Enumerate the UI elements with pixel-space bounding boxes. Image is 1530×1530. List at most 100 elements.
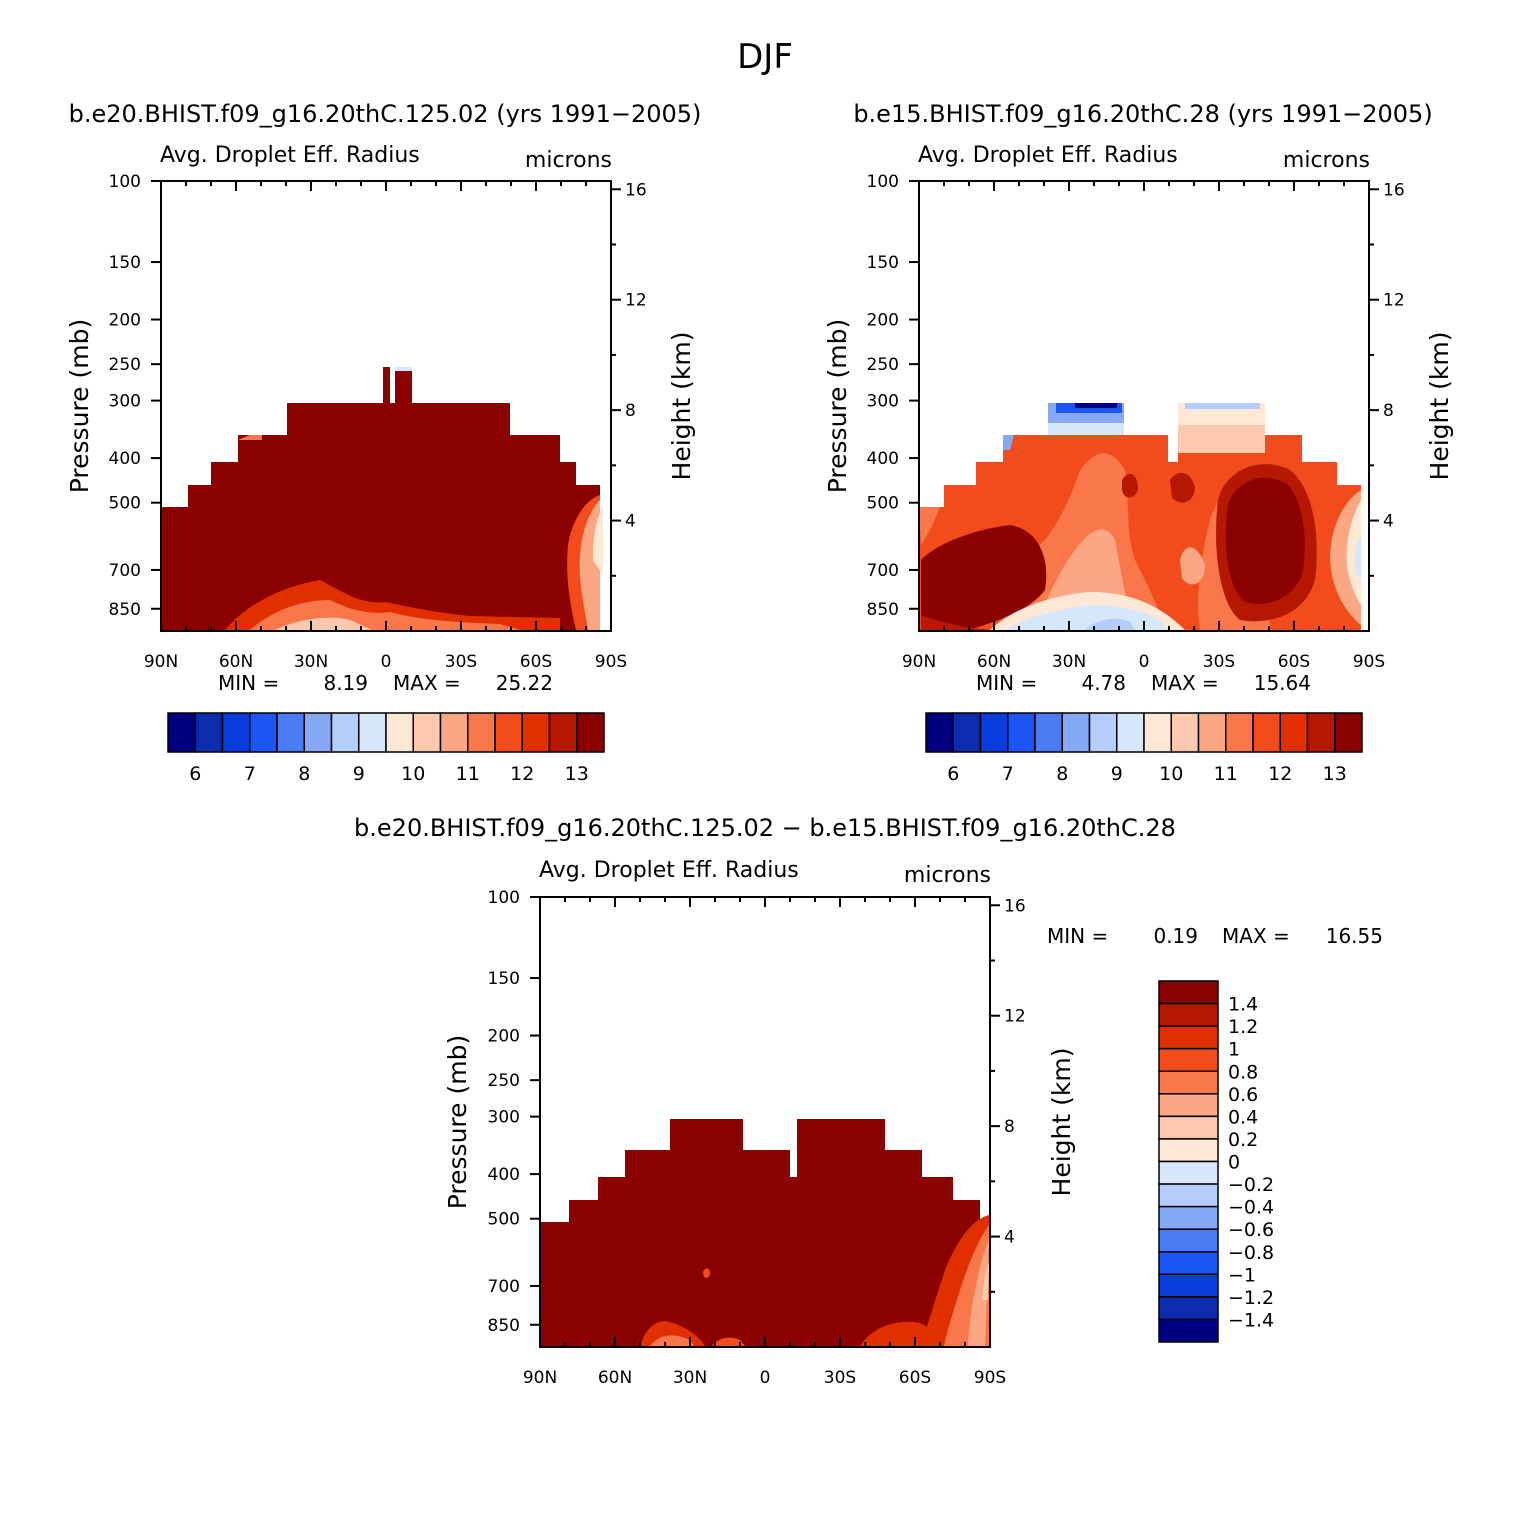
p1-colorbar-swatch <box>385 712 414 753</box>
panel-1: b.e20.BHIST.f09_g16.20thC.125.02 (yrs 19… <box>65 100 701 785</box>
panel-3-max-value: 16.55 <box>1326 924 1383 948</box>
panel-3-y-right-axis: 16 12 8 4 <box>990 896 1026 1293</box>
p3-colorbar-swatch <box>1158 1025 1219 1050</box>
panel-2-colorbar: 6 7 8 9 10 11 12 13 <box>925 712 1363 785</box>
p2-y-tick-label: 850 <box>867 600 899 620</box>
p3-y-tick-label: 100 <box>488 888 520 908</box>
panel-2-field <box>919 403 1361 630</box>
panel-1-max-value: 25.22 <box>496 671 553 695</box>
panel-1-x-axis: 90N 60N 30N 0 30S 60S 90S <box>144 181 627 672</box>
panel-2-field-top-blue-4 <box>1075 403 1117 408</box>
p2-colorbar-swatch <box>1061 712 1091 753</box>
p1-y-tick-label: 400 <box>109 449 141 469</box>
panel-2-field-blob-sh-core <box>1225 477 1305 604</box>
panel-2-field-bottom-blue2 <box>1085 618 1135 630</box>
p2-colorbar-swatch <box>1306 712 1336 753</box>
panel-3-ylabel-right: Height (km) <box>1047 1048 1076 1197</box>
p1-colorbar-label: 8 <box>298 763 310 785</box>
p1-y-tick-label: 250 <box>109 355 141 375</box>
panel-3-variable: Avg. Droplet Eff. Radius <box>539 858 799 883</box>
p3-y-tick-label: 300 <box>488 1108 520 1128</box>
p2-y-tick-label: 400 <box>867 449 899 469</box>
panel-2-ylabel-right: Height (km) <box>1425 332 1454 481</box>
p3-x-tick-label: 60N <box>598 1368 632 1388</box>
p2-colorbar-swatch <box>1334 712 1363 753</box>
p2-x-tick-label: 90S <box>1353 652 1385 672</box>
p1-y-tick-label: 200 <box>109 311 141 331</box>
p3-colorbar-swatch <box>1158 1183 1219 1208</box>
p3-x-tick-label: 0 <box>760 1368 771 1388</box>
p2-colorbar-label: 9 <box>1111 763 1123 785</box>
figure-title: DJF <box>737 37 793 77</box>
p2-colorbar-label: 13 <box>1323 763 1347 785</box>
panel-2-field-southedge-3 <box>1355 535 1361 580</box>
panel-2-x-axis: 90N 60N 30N 0 30S 60S 90S <box>902 181 1385 672</box>
panel-2-field-blob-nh <box>921 525 1047 630</box>
panel-2-units: microns <box>1283 148 1370 173</box>
panel-1-field-core <box>161 367 600 630</box>
p3-x-tick-label: 60S <box>899 1368 931 1388</box>
p1-colorbar-swatch <box>467 712 496 753</box>
panel-2-variable: Avg. Droplet Eff. Radius <box>918 143 1178 168</box>
p3-y-right-tick-label: 4 <box>1004 1228 1015 1248</box>
p3-y-tick-label: 500 <box>488 1210 520 1230</box>
p2-colorbar-label: 12 <box>1268 763 1292 785</box>
p3-colorbar-swatch <box>1158 1002 1219 1027</box>
p1-y-right-tick-label: 12 <box>625 291 647 311</box>
p3-y-tick-label: 150 <box>488 969 520 989</box>
p3-colorbar-swatch <box>1158 1228 1219 1253</box>
p2-colorbar-swatch <box>1252 712 1281 753</box>
panel-3-field-southedge-4 <box>982 1262 989 1300</box>
panel-1-units: microns <box>525 148 612 173</box>
p1-colorbar-swatch <box>194 712 224 753</box>
panel-2-title: b.e15.BHIST.f09_g16.20thC.28 (yrs 1991−2… <box>853 100 1432 128</box>
p1-colorbar-label: 11 <box>456 763 480 785</box>
p2-y-tick-label: 300 <box>867 392 899 412</box>
p3-colorbar-label: 1 <box>1228 1039 1240 1061</box>
p1-y-right-tick-label: 16 <box>625 180 647 200</box>
panel-2-y-axis: 100 150 200 250 300 400 500 700 850 <box>867 172 919 620</box>
p2-colorbar-swatch <box>952 712 982 753</box>
panel-3: b.e20.BHIST.f09_g16.20thC.125.02 − b.e15… <box>354 814 1383 1388</box>
panel-1-ylabel: Pressure (mb) <box>65 319 94 493</box>
panel-1-ylabel-right: Height (km) <box>667 332 696 481</box>
panel-3-title: b.e20.BHIST.f09_g16.20thC.125.02 − b.e15… <box>354 814 1176 842</box>
p2-y-tick-label: 200 <box>867 311 899 331</box>
p1-colorbar-swatch <box>521 712 551 753</box>
panel-3-ylabel: Pressure (mb) <box>443 1035 472 1209</box>
p2-x-tick-label: 30S <box>1203 652 1235 672</box>
p2-colorbar-label: 10 <box>1159 763 1183 785</box>
p3-colorbar-swatch <box>1158 1160 1219 1185</box>
panel-2: b.e15.BHIST.f09_g16.20thC.28 (yrs 1991−2… <box>823 100 1454 785</box>
p3-colorbar-label: −1.2 <box>1228 1287 1274 1309</box>
p2-colorbar-swatch <box>1007 712 1036 753</box>
p3-y-tick-label: 250 <box>488 1071 520 1091</box>
panel-2-ylabel: Pressure (mb) <box>823 319 852 493</box>
p2-y-tick-label: 500 <box>867 494 899 514</box>
p3-colorbar-label: 0.8 <box>1228 1061 1258 1083</box>
p1-colorbar-swatch <box>358 712 387 753</box>
panel-1-min-label: MIN = <box>218 671 279 695</box>
panel-1-field-southedge-3 <box>592 505 603 575</box>
panel-1-y-right-axis: 16 12 8 4 <box>611 180 647 577</box>
p2-x-tick-label: 0 <box>1139 652 1150 672</box>
panel-1-field-tophole <box>395 367 412 371</box>
p2-y-right-tick-label: 12 <box>1383 291 1405 311</box>
p2-y-tick-label: 700 <box>867 561 899 581</box>
p2-colorbar-label: 8 <box>1056 763 1068 785</box>
p2-y-tick-label: 250 <box>867 355 899 375</box>
p2-x-tick-label: 30N <box>1052 652 1086 672</box>
panel-2-field-blob-nh-ring <box>921 615 1000 630</box>
p1-y-tick-label: 700 <box>109 561 141 581</box>
p2-y-right-tick-label: 16 <box>1383 180 1405 200</box>
p2-y-tick-label: 150 <box>867 253 899 273</box>
p3-colorbar-label: 1.4 <box>1228 994 1258 1016</box>
p3-colorbar-swatch <box>1158 980 1219 1005</box>
p1-colorbar-swatch <box>221 712 251 753</box>
panel-2-field-blob-eq2 <box>1122 474 1138 498</box>
panel-3-field <box>540 1119 989 1346</box>
p3-colorbar-label: 0.2 <box>1228 1129 1258 1151</box>
p3-x-tick-label: 30S <box>824 1368 856 1388</box>
panel-1-y-axis: 100 150 200 250 300 400 500 700 850 <box>109 172 161 620</box>
p3-colorbar-label: −0.4 <box>1228 1197 1274 1219</box>
